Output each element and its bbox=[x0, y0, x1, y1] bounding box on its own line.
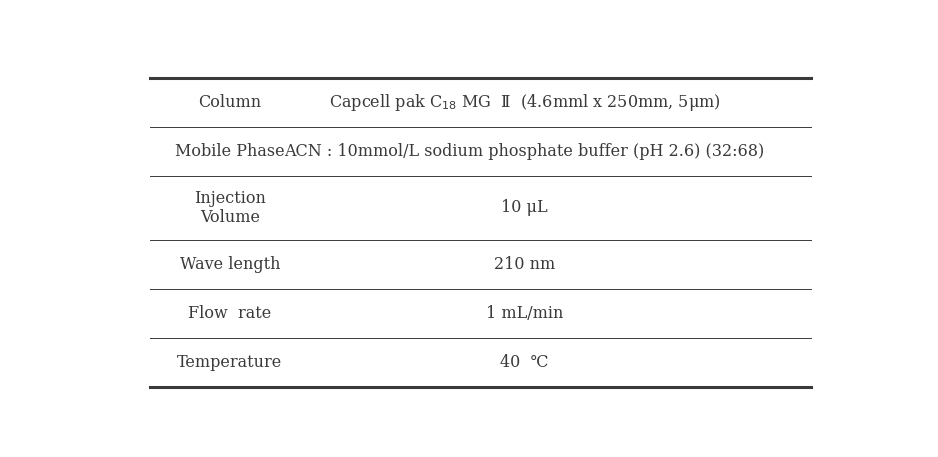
Text: Injection
Volume: Injection Volume bbox=[194, 190, 265, 226]
Text: Capcell pak C$_{18}$ MG  Ⅱ  (4.6mml x 250mm, 5μm): Capcell pak C$_{18}$ MG Ⅱ (4.6mml x 250m… bbox=[328, 92, 720, 113]
Text: Column: Column bbox=[198, 94, 262, 111]
Text: 1 mL/min: 1 mL/min bbox=[486, 305, 563, 322]
Text: 210 nm: 210 nm bbox=[493, 256, 555, 273]
Text: Temperature: Temperature bbox=[177, 354, 282, 371]
Text: Mobile Phase: Mobile Phase bbox=[175, 143, 285, 160]
Text: ACN : 10mmol/L sodium phosphate buffer (pH 2.6) (32:68): ACN : 10mmol/L sodium phosphate buffer (… bbox=[284, 143, 764, 160]
Text: Wave length: Wave length bbox=[180, 256, 280, 273]
Text: 40  ℃: 40 ℃ bbox=[500, 354, 549, 371]
Text: 10 μL: 10 μL bbox=[501, 199, 548, 217]
Text: Flow  rate: Flow rate bbox=[189, 305, 272, 322]
